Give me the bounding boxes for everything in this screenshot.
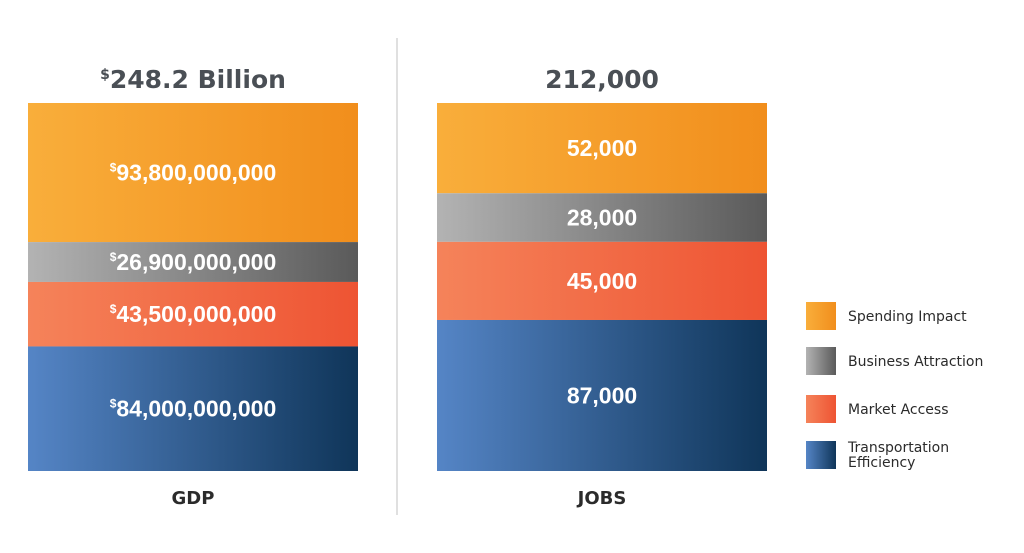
gdp-label-market-access: $43,500,000,000	[110, 301, 277, 327]
jobs-total-label: 212,000	[545, 65, 659, 94]
gdp-bar-business-attraction	[28, 242, 358, 282]
gdp-category-label: GDP	[172, 488, 215, 509]
gdp-label-spending-impact: $93,800,000,000	[110, 160, 277, 186]
legend-swatch-transportation-efficiency	[806, 441, 836, 469]
legend-swatch-spending-impact	[806, 302, 836, 330]
legend-swatch-market-access	[806, 395, 836, 423]
gdp-label-transportation-efficiency: $84,000,000,000	[110, 396, 277, 422]
jobs-bar-business-attraction	[437, 193, 767, 242]
legend-swatch-business-attraction	[806, 347, 836, 375]
jobs-label-market-access: 45,000	[567, 268, 637, 294]
legend-label-business-attraction: Business Attraction	[848, 354, 983, 370]
gdp-label-business-attraction: $26,900,000,000	[110, 249, 277, 275]
legend-label-transportation-efficiency: Transportation Efficiency	[847, 440, 949, 471]
jobs-bar-transportation-efficiency	[437, 319, 767, 471]
jobs-label-business-attraction: 28,000	[567, 205, 637, 231]
bars-layer: $248.2 Billion $93,800,000,000 $26,900,000…	[28, 65, 767, 509]
jobs-label-spending-impact: 52,000	[567, 135, 637, 161]
gdp-bar-transportation-efficiency	[28, 346, 358, 471]
jobs-bar-market-access	[437, 241, 767, 320]
legend: Spending Impact Business Attraction Market…	[806, 302, 983, 471]
gdp-bar-spending-impact	[28, 103, 358, 243]
jobs-category-label: JOBS	[576, 488, 627, 509]
jobs-bar-spending-impact	[437, 103, 767, 194]
legend-label-market-access: Market Access	[848, 402, 949, 418]
gdp-total-label: $248.2 Billion	[100, 65, 286, 94]
jobs-label-transportation-efficiency: 87,000	[567, 382, 637, 408]
legend-label-spending-impact: Spending Impact	[848, 309, 967, 325]
gdp-bar-market-access	[28, 281, 358, 347]
